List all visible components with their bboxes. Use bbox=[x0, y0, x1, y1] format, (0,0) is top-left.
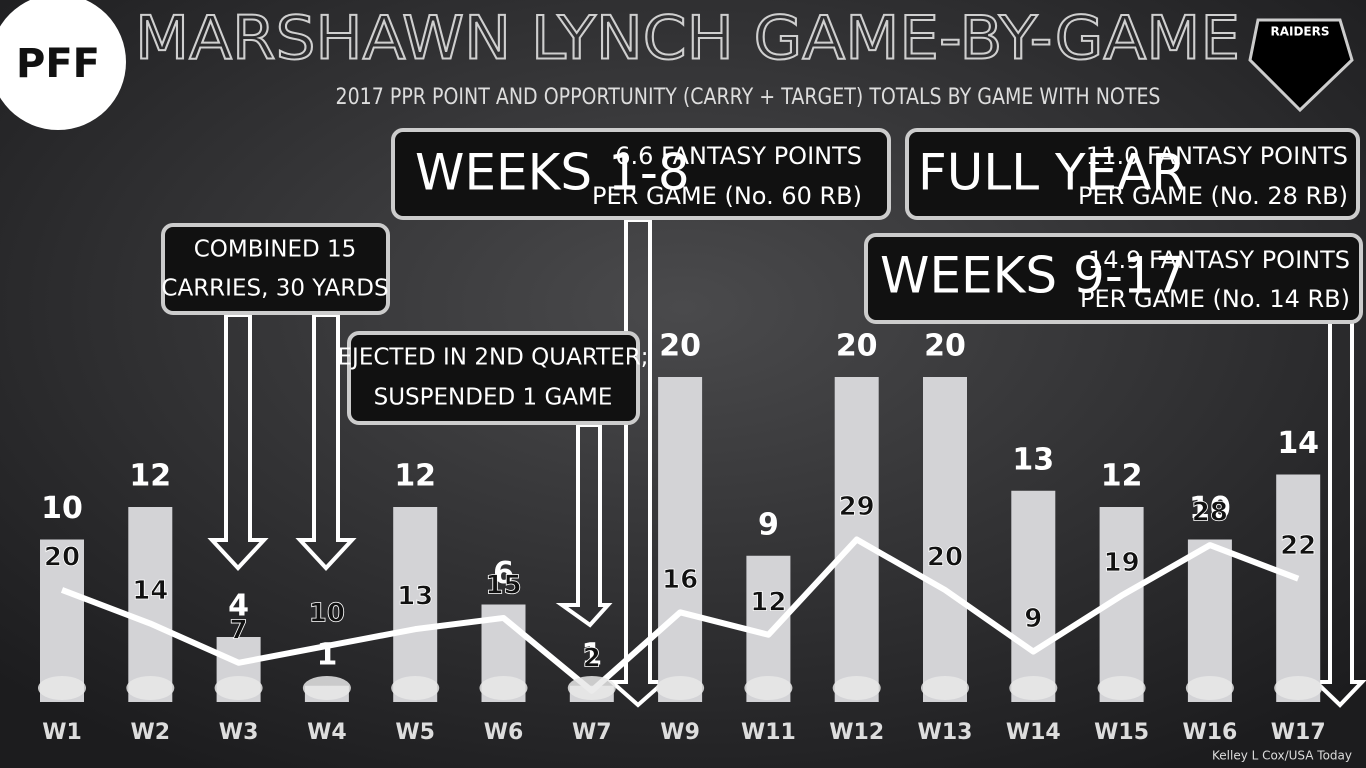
logo-text: PFF bbox=[16, 41, 100, 87]
team-logo bbox=[214, 676, 263, 700]
x-tick-label: W15 bbox=[1094, 720, 1149, 745]
bar-value-label: 4 bbox=[228, 589, 249, 624]
x-tick-label: W12 bbox=[829, 720, 884, 745]
arrows bbox=[207, 218, 1366, 708]
bar-value-label: 9 bbox=[758, 507, 779, 542]
bar bbox=[393, 507, 438, 702]
bar-value-label: 6 bbox=[493, 556, 514, 591]
team-logo bbox=[744, 676, 793, 700]
annotation-heading: FULL YEAR bbox=[918, 144, 1186, 202]
opportunity-label: 19 bbox=[1104, 548, 1140, 578]
opportunity-label: 2 bbox=[583, 643, 601, 673]
annotation-text: 14.9 FANTASY POINTS bbox=[1088, 246, 1350, 274]
annotation-box bbox=[864, 233, 1363, 324]
opportunity-label: 9 bbox=[1024, 604, 1042, 634]
bar-value-label: 13 bbox=[1012, 442, 1054, 477]
x-tick-label: W6 bbox=[484, 720, 524, 745]
annotation-text: COMBINED 15 bbox=[194, 237, 357, 263]
annotation-box bbox=[391, 128, 891, 220]
bar bbox=[1187, 539, 1232, 702]
team-logo bbox=[656, 676, 705, 700]
annotation-box bbox=[905, 128, 1360, 220]
annotation-text: PER GAME (No. 28 RB) bbox=[1078, 182, 1348, 210]
bar-value-label: 20 bbox=[659, 329, 701, 364]
team-logo bbox=[126, 676, 175, 700]
bar bbox=[40, 539, 84, 702]
annotation-text: 11.0 FANTASY POINTS bbox=[1086, 142, 1348, 170]
bar bbox=[1011, 490, 1056, 702]
team-text: RAIDERS bbox=[1270, 25, 1329, 39]
team-logo bbox=[1248, 18, 1354, 113]
opportunity-label: 10 bbox=[309, 598, 345, 628]
team-logo bbox=[479, 676, 528, 700]
opportunity-label: 28 bbox=[1192, 498, 1228, 528]
x-tick-label: W4 bbox=[307, 720, 347, 745]
bar-value-label: 1 bbox=[581, 637, 602, 672]
bar-value-label: 12 bbox=[394, 459, 436, 494]
team-logo bbox=[1009, 676, 1058, 700]
x-tick-label: W2 bbox=[131, 720, 171, 745]
annotation-box bbox=[347, 331, 640, 425]
bar-value-label: 20 bbox=[924, 329, 966, 364]
chart-subtitle: 2017 PPR POINT AND OPPORTUNITY (CARRY + … bbox=[336, 85, 1161, 110]
x-tick-label: W17 bbox=[1271, 720, 1326, 745]
team-logo bbox=[832, 676, 881, 700]
opportunity-label: 16 bbox=[662, 565, 698, 595]
bar bbox=[1276, 474, 1321, 702]
opportunity-line bbox=[60, 536, 1300, 694]
team-logo bbox=[38, 676, 86, 700]
x-tick-label: W13 bbox=[918, 720, 973, 745]
annotation-heading: WEEKS 9-17 bbox=[880, 247, 1187, 305]
x-tick-label: W3 bbox=[219, 720, 259, 745]
x-tick-label: W14 bbox=[1006, 720, 1061, 745]
opportunity-label: 14 bbox=[132, 576, 168, 606]
pff-logo bbox=[0, 0, 126, 130]
x-tick-label: W7 bbox=[572, 720, 612, 745]
annotation-heading: WEEKS 1-8 bbox=[415, 144, 690, 202]
opportunity-label: 13 bbox=[397, 582, 433, 612]
annotation-text: PER GAME (No. 14 RB) bbox=[1080, 285, 1350, 313]
bar bbox=[128, 507, 173, 702]
annotation-text: PER GAME (No. 60 RB) bbox=[592, 182, 862, 210]
opportunity-label: 12 bbox=[750, 587, 786, 617]
team-logo bbox=[567, 676, 616, 700]
bar-value-label: 12 bbox=[1101, 459, 1143, 494]
annotation-text: 6.6 FANTASY POINTS bbox=[615, 142, 862, 170]
opportunity-label: 29 bbox=[839, 492, 875, 522]
annotation-text: CARRIES, 30 YARDS bbox=[161, 276, 388, 302]
team-logo bbox=[1274, 676, 1323, 700]
credit: Kelley L Cox/USA Today bbox=[1212, 749, 1352, 763]
x-tick-label: W5 bbox=[395, 720, 435, 745]
team-logo bbox=[1097, 676, 1146, 700]
annotation-box bbox=[161, 223, 390, 315]
bar-value-label: 12 bbox=[129, 459, 171, 494]
x-tick-label: W11 bbox=[741, 720, 796, 745]
x-tick-label: W1 bbox=[42, 720, 82, 745]
bar-value-label: 20 bbox=[836, 329, 878, 364]
opportunity-label: 20 bbox=[44, 542, 80, 572]
bar-value-label: 10 bbox=[41, 491, 83, 526]
bar bbox=[658, 377, 703, 702]
team-logo bbox=[921, 676, 969, 700]
opportunity-label: 22 bbox=[1280, 531, 1316, 561]
bar-value-label: 14 bbox=[1277, 426, 1319, 461]
team-logo bbox=[302, 676, 351, 700]
annotation-text: EJECTED IN 2ND QUARTER; bbox=[338, 345, 649, 371]
x-tick-label: W9 bbox=[660, 720, 700, 745]
opportunity-label: 20 bbox=[927, 542, 963, 572]
team-logo bbox=[391, 676, 440, 700]
chart-title: MARSHAWN LYNCH GAME-BY-GAME bbox=[135, 4, 1240, 74]
bar bbox=[923, 377, 967, 702]
opportunity-label: 7 bbox=[230, 615, 248, 645]
annotation-text: SUSPENDED 1 GAME bbox=[374, 385, 613, 411]
team-logo bbox=[1185, 676, 1234, 700]
opportunity-label: 15 bbox=[485, 570, 521, 600]
x-tick-label: W16 bbox=[1182, 720, 1237, 745]
bar-value-label: 10 bbox=[1189, 491, 1231, 526]
